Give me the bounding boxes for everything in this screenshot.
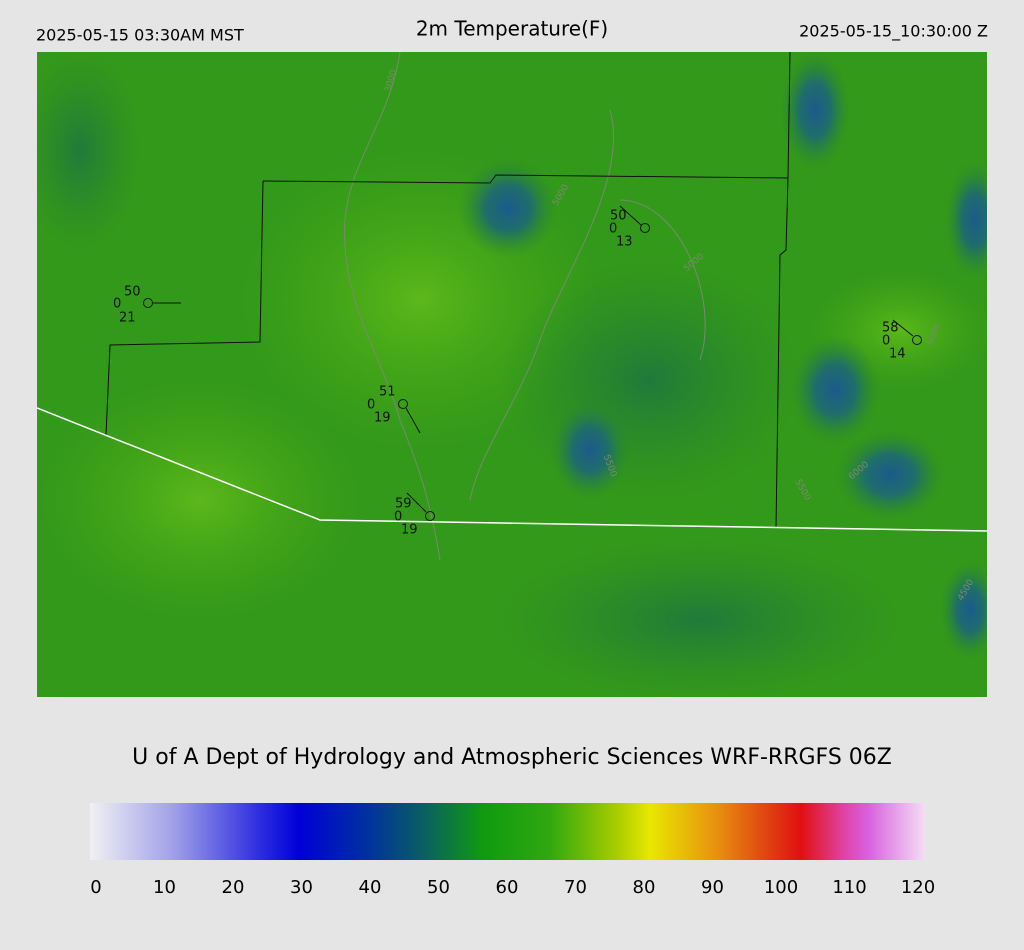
terrain-contour (619, 199, 706, 361)
station-value: 51 (379, 385, 396, 400)
cold-area (790, 335, 880, 445)
map-title: 2m Temperature(F) (416, 17, 608, 41)
colorbar-tick-label: 60 (496, 877, 519, 898)
boundary (262, 52, 791, 184)
shading (500, 540, 900, 697)
boundary (775, 177, 789, 529)
state-border (37, 407, 987, 532)
boundary (105, 180, 264, 436)
cold-area (550, 400, 630, 500)
station-value: 14 (889, 347, 906, 362)
colorbar-tick-label: 10 (153, 877, 176, 898)
station-value: 0 (882, 334, 890, 349)
cold-area (940, 560, 987, 660)
colorbar-tick-label: 40 (359, 877, 382, 898)
colorbar-tick-label: 100 (764, 877, 798, 898)
shading (40, 380, 360, 620)
utc-time: 2025-05-15_10:30:00 Z (799, 22, 988, 42)
station-value: 0 (113, 297, 121, 312)
terrain-contour (469, 109, 615, 501)
station-value: 0 (609, 222, 617, 237)
station-value: 58 (882, 321, 899, 336)
station-value: 50 (610, 209, 627, 224)
colorbar-tick-label: 90 (701, 877, 724, 898)
local-time: 2025-05-15 03:30AM MST (36, 26, 244, 45)
colorbar-tick-label: 0 (90, 877, 101, 898)
colorbar-tick-label: 80 (633, 877, 656, 898)
station-value: 13 (616, 235, 633, 250)
colorbar-tick-label: 120 (901, 877, 935, 898)
cold-area (835, 430, 945, 520)
colorbar-tick-label: 20 (222, 877, 245, 898)
station-value: 21 (119, 311, 136, 326)
station-value: 50 (124, 285, 141, 300)
credit: U of A Dept of Hydrology and Atmospheric… (132, 745, 892, 770)
cold-area (945, 160, 987, 280)
colorbar-tick-label: 50 (427, 877, 450, 898)
colorbar-tick-label: 110 (832, 877, 866, 898)
terrain-contour (344, 52, 441, 561)
station-value: 19 (374, 411, 391, 426)
station-value: 19 (401, 523, 418, 538)
colorbar-tick-label: 70 (564, 877, 587, 898)
colorbar (90, 803, 926, 860)
station-value: 0 (367, 398, 375, 413)
map: 3000 5000 5500 5500 6000 5000 4500 6000 … (37, 52, 987, 697)
colorbar-tick-label: 30 (290, 877, 313, 898)
shading (500, 260, 800, 500)
cold-area (458, 158, 558, 258)
station-value: 59 (395, 497, 412, 512)
station-value: 0 (394, 510, 402, 525)
cold-area (780, 52, 850, 170)
station (143, 205, 922, 521)
shading (37, 52, 140, 250)
